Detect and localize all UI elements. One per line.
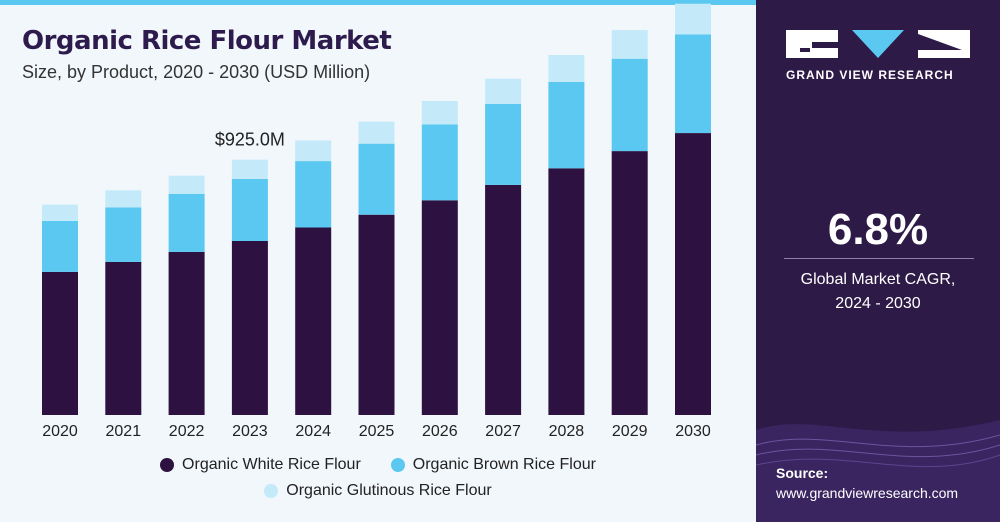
source-label: Source: [776, 465, 829, 481]
bar-organic-glutinous-rice-flour-2028 [548, 55, 585, 82]
x-tick-label-2021: 2021 [106, 423, 142, 440]
legend-item-glutinous-rice: Organic Glutinous Rice Flour [264, 482, 492, 500]
bar-organic-white-rice-flour-2029 [611, 151, 648, 415]
x-tick-label-2030: 2030 [675, 423, 711, 440]
legend-swatch-brown-rice [390, 458, 405, 472]
value-annotation-2023: $925.0M [215, 130, 285, 150]
grand-view-logo-icon [786, 30, 970, 58]
bar-chart: 2020 2021 2022 2023 $925.0M 2024 2025 2026 2027 2… [42, 3, 711, 440]
x-tick-label-2028: 2028 [549, 423, 585, 440]
top-accent-bar [0, 0, 756, 5]
legend-row-1: Organic White Rice Flour Organic Brown R… [0, 452, 756, 478]
chart-panel: Organic Rice Flour Market Size, by Produ… [0, 0, 756, 522]
bar-organic-glutinous-rice-flour-2027 [485, 78, 522, 104]
cagr-label-line-2: 2024 - 2030 [835, 295, 921, 312]
cagr-value: 6.8% [827, 205, 929, 254]
bar-organic-white-rice-flour-2023 [231, 241, 268, 415]
x-tick-label-2027: 2027 [485, 423, 521, 440]
bar-organic-brown-rice-flour-2023 [231, 178, 268, 241]
chart-subtitle: Size, by Product, 2020 - 2030 (USD Milli… [22, 62, 371, 82]
bar-organic-glutinous-rice-flour-2022 [168, 175, 205, 194]
bar-organic-glutinous-rice-flour-2025 [358, 121, 395, 144]
bar-organic-glutinous-rice-flour-2021 [105, 190, 142, 208]
bar-organic-glutinous-rice-flour-2030 [675, 3, 711, 35]
legend-label-glutinous-rice: Organic Glutinous Rice Flour [286, 482, 492, 499]
brand-name: GRAND VIEW RESEARCH [786, 68, 954, 82]
bar-organic-brown-rice-flour-2021 [105, 207, 142, 262]
bar-organic-white-rice-flour-2021 [105, 261, 142, 415]
bar-organic-white-rice-flour-2027 [485, 184, 522, 415]
cagr-label-line-1: Global Market CAGR, [800, 271, 956, 288]
legend-item-brown-rice: Organic Brown Rice Flour [390, 456, 596, 474]
chart-title: Organic Rice Flour Market [22, 26, 392, 56]
bar-organic-white-rice-flour-2025 [358, 214, 395, 415]
x-tick-label-2023: 2023 [232, 423, 268, 440]
bar-organic-glutinous-rice-flour-2023 [231, 159, 268, 179]
wave-decoration [756, 420, 1000, 522]
x-tick-label-2025: 2025 [359, 423, 395, 440]
legend-item-white-rice: Organic White Rice Flour [160, 456, 361, 474]
bar-organic-brown-rice-flour-2026 [421, 124, 458, 201]
bar-organic-white-rice-flour-2020 [42, 271, 78, 415]
bar-organic-brown-rice-flour-2030 [675, 34, 711, 133]
bar-organic-white-rice-flour-2030 [675, 133, 711, 415]
bar-organic-brown-rice-flour-2027 [485, 103, 522, 185]
legend-label-brown-rice: Organic Brown Rice Flour [412, 456, 596, 473]
bar-organic-glutinous-rice-flour-2029 [611, 30, 648, 59]
bar-organic-glutinous-rice-flour-2020 [42, 204, 78, 221]
brand-logo: GRAND VIEW RESEARCH [786, 28, 970, 82]
cagr-label: Global Market CAGR, 2024 - 2030 [756, 268, 1000, 316]
x-tick-label-2022: 2022 [169, 423, 205, 440]
bar-organic-brown-rice-flour-2025 [358, 143, 395, 215]
bar-organic-brown-rice-flour-2020 [42, 221, 78, 272]
bar-organic-white-rice-flour-2022 [168, 251, 205, 415]
source-url: www.grandviewresearch.com [776, 485, 959, 501]
bar-organic-white-rice-flour-2028 [548, 168, 585, 415]
side-panel: GRAND VIEW RESEARCH 6.8% Global Market C… [756, 0, 1000, 522]
x-tick-label-2029: 2029 [612, 423, 648, 440]
bar-organic-brown-rice-flour-2029 [611, 58, 648, 152]
legend-label-white-rice: Organic White Rice Flour [182, 456, 361, 473]
bar-organic-brown-rice-flour-2024 [295, 161, 332, 228]
x-tick-label-2020: 2020 [42, 423, 78, 440]
bar-organic-glutinous-rice-flour-2024 [295, 140, 332, 162]
bar-organic-white-rice-flour-2024 [295, 227, 332, 415]
legend-swatch-white-rice [160, 458, 175, 472]
legend-swatch-glutinous-rice [264, 484, 279, 498]
bar-organic-brown-rice-flour-2028 [548, 81, 585, 169]
bar-organic-glutinous-rice-flour-2026 [421, 101, 458, 125]
legend-row-2: Organic Glutinous Rice Flour [0, 478, 756, 504]
bar-organic-brown-rice-flour-2022 [168, 193, 205, 252]
cagr-divider [784, 258, 974, 259]
x-tick-label-2026: 2026 [422, 423, 458, 440]
bar-organic-white-rice-flour-2026 [421, 200, 458, 415]
chart-legend: Organic White Rice Flour Organic Brown R… [0, 452, 756, 504]
x-tick-label-2024: 2024 [295, 423, 331, 440]
